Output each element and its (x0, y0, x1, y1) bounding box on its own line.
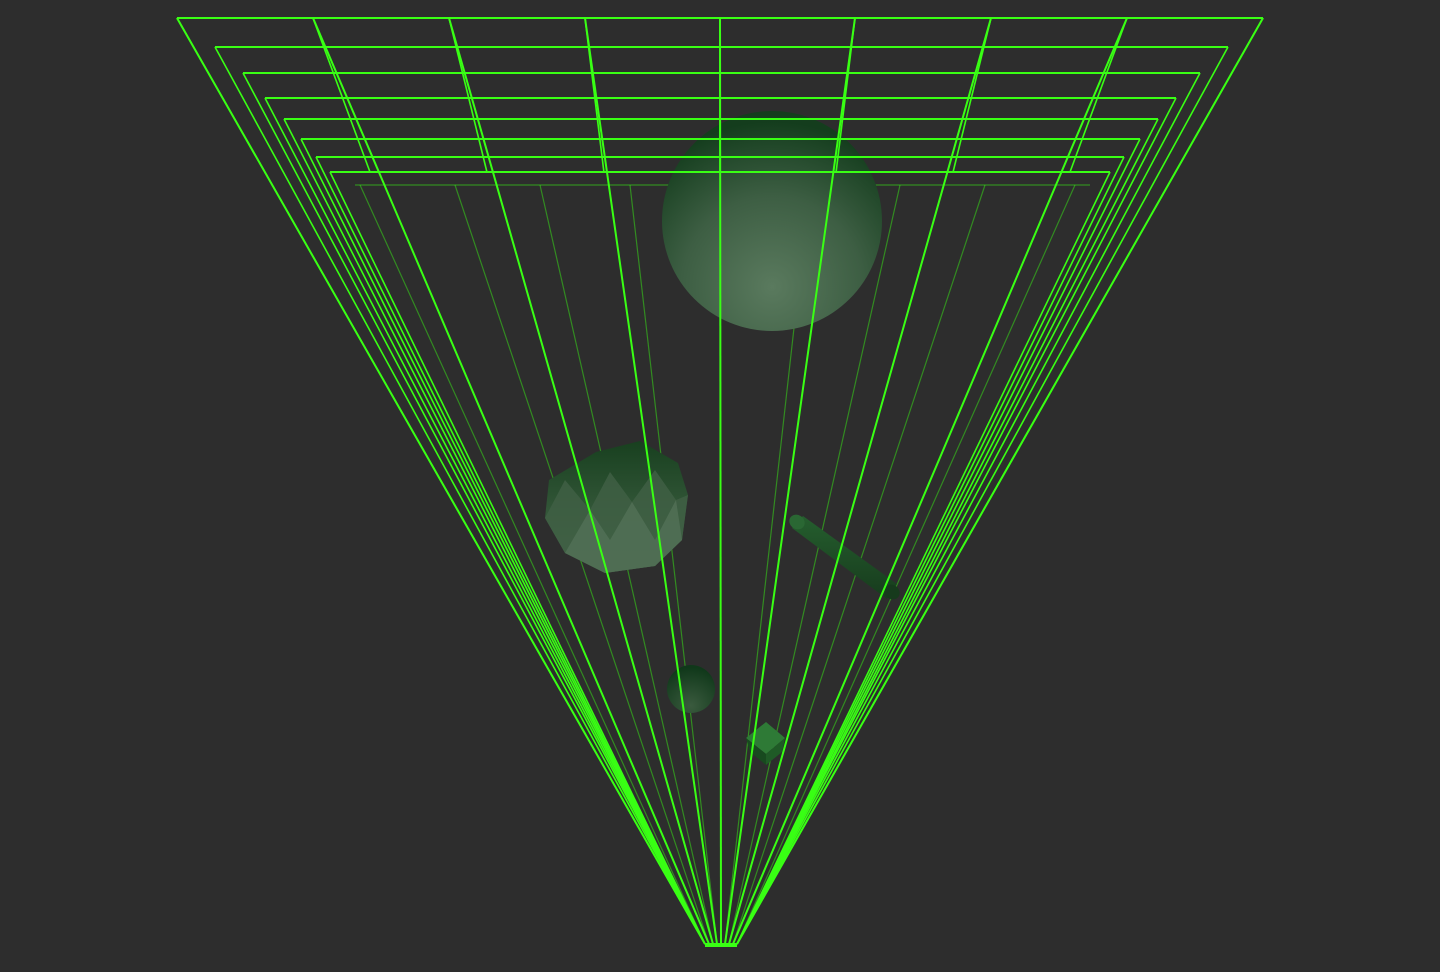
frustum-side-ray (736, 97, 1177, 945)
frustum-grid-line (584, 17, 605, 173)
frustum-grid-line (952, 17, 992, 173)
frustum-side-ray (736, 72, 1201, 945)
far-plane-ray (454, 184, 710, 945)
frustum-side-ray (176, 17, 706, 945)
frustum-side-ray (736, 138, 1141, 945)
far-plane-ray (359, 184, 706, 945)
frustum-side-ray (736, 118, 1159, 945)
small-sphere-icon[interactable] (667, 665, 715, 713)
frustum-side-ray (736, 46, 1229, 945)
frustum-side-ray (736, 171, 1111, 945)
icosahedron-icon[interactable] (545, 441, 688, 573)
frustum-side-ray (300, 138, 706, 945)
frustum-side-ray (242, 72, 706, 945)
cube-icon[interactable] (746, 722, 785, 765)
frustum-grid-line (448, 17, 488, 173)
frustum-grid-line (1069, 17, 1128, 173)
sphere-icon[interactable] (662, 111, 882, 331)
scene-objects (545, 111, 902, 765)
frustum-side-ray (264, 97, 706, 945)
cylinder-icon[interactable] (786, 512, 902, 603)
far-plane-ray (736, 184, 1076, 945)
frustum-grid-line (835, 17, 856, 173)
camera-frustum-helper (176, 17, 1264, 947)
far-plane-ray (629, 184, 718, 945)
frustum-side-ray (283, 118, 706, 945)
frustum-side-ray (214, 46, 706, 945)
frustum-side-ray (736, 17, 1264, 945)
far-plane-ray (728, 184, 901, 945)
frustum-side-ray (315, 156, 706, 945)
frustum-side-ray (329, 171, 706, 945)
frustum-grid-line (312, 17, 371, 173)
frustum-side-ray (736, 156, 1125, 945)
